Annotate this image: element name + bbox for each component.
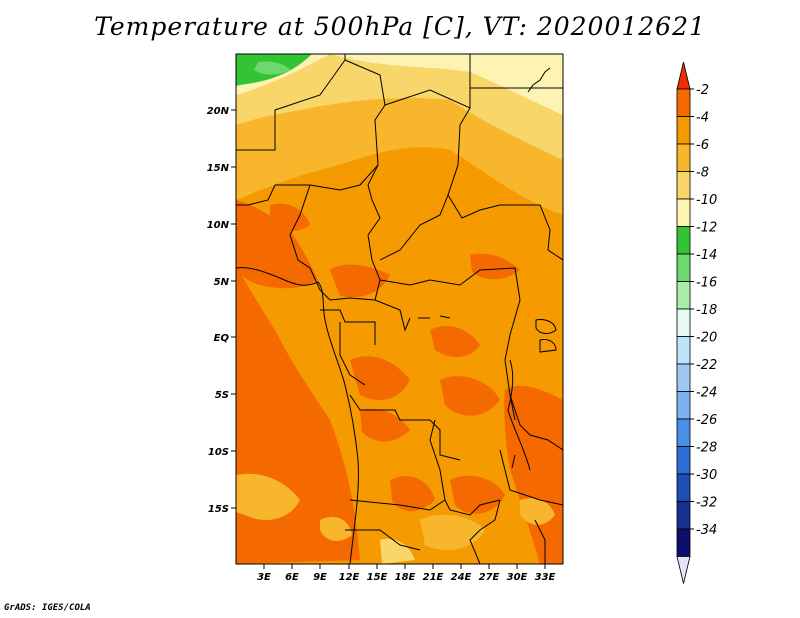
colorbar-label: -26 xyxy=(696,413,717,428)
colorbar-label: -4 xyxy=(696,111,709,126)
lon-label: 27E xyxy=(479,572,500,583)
colorbar-label: -30 xyxy=(696,468,717,483)
map-title: Temperature at 500hPa [C], VT: 202001262… xyxy=(94,12,706,41)
colorbar-swatch xyxy=(676,501,691,530)
colorbar-label: -2 xyxy=(696,83,709,98)
colorbar-swatch xyxy=(676,116,691,145)
colorbar-label: -18 xyxy=(696,303,717,318)
lat-label: 10N xyxy=(207,220,230,231)
lon-label: 18E xyxy=(395,572,416,583)
colorbar-swatch xyxy=(676,143,691,172)
country-borders xyxy=(236,54,563,564)
axis-ticks xyxy=(231,109,546,569)
colorbar-label: -34 xyxy=(696,523,717,538)
lat-label: 5N xyxy=(214,277,230,288)
colorbar-label: -16 xyxy=(696,276,717,291)
footer-credit: GrADS: IGES/COLA xyxy=(4,603,91,613)
lat-label: 10S xyxy=(208,447,229,458)
colorbar-label: -22 xyxy=(696,358,717,373)
colorbar-swatch xyxy=(676,418,691,447)
longitude-labels: 3E 6E 9E 12E 15E 18E 21E 24E 27E 30E 33E xyxy=(257,572,555,583)
lon-label: 15E xyxy=(367,572,388,583)
colorbar-swatch xyxy=(676,446,691,475)
map-frame xyxy=(235,53,564,565)
colorbar-swatch xyxy=(676,391,691,420)
lat-label: 15N xyxy=(207,163,230,174)
lon-label: 30E xyxy=(507,572,528,583)
colorbar-swatch xyxy=(676,473,691,502)
lat-label: EQ xyxy=(214,333,230,344)
coastlines xyxy=(236,67,557,564)
lat-label: 5S xyxy=(215,390,229,401)
lon-label: 24E xyxy=(451,572,472,583)
colorbar: -2 -4 -6 -8 -10 -12 -14 -16 -18 -20 -22 -24 -26 -28 -3… xyxy=(676,61,717,584)
colorbar-swatch xyxy=(676,253,691,282)
lon-label: 12E xyxy=(339,572,360,583)
colorbar-swatch xyxy=(676,336,691,365)
latitude-labels: 20N 15N 10N 5N EQ 5S 10S 15S xyxy=(207,106,230,515)
colorbar-swatch xyxy=(676,88,691,117)
lat-label: 20N xyxy=(207,106,230,117)
colorbar-swatch xyxy=(676,226,691,255)
colorbar-bottom-arrow xyxy=(676,556,691,584)
lon-label: 33E xyxy=(535,572,556,583)
colorbar-swatch xyxy=(676,171,691,200)
colorbar-label: -8 xyxy=(696,166,709,181)
colorbar-label: -14 xyxy=(696,248,717,263)
colorbar-top-arrow xyxy=(676,61,691,90)
colorbar-label: -10 xyxy=(696,193,717,208)
colorbar-swatch xyxy=(676,363,691,392)
colorbar-swatch xyxy=(676,528,691,557)
colorbar-label: -6 xyxy=(696,138,709,153)
colorbar-swatch xyxy=(676,308,691,337)
colorbar-label: -28 xyxy=(696,441,717,456)
colorbar-label: -20 xyxy=(696,331,717,346)
temperature-field xyxy=(236,54,563,564)
colorbar-label: -24 xyxy=(696,386,717,401)
lon-label: 21E xyxy=(423,572,444,583)
lon-label: 6E xyxy=(285,572,299,583)
lon-label: 3E xyxy=(257,572,271,583)
colorbar-swatch xyxy=(676,281,691,310)
colorbar-label: -12 xyxy=(696,221,717,236)
colorbar-swatch xyxy=(676,198,691,227)
lon-label: 9E xyxy=(313,572,327,583)
lat-label: 15S xyxy=(208,504,229,515)
colorbar-label: -32 xyxy=(696,496,717,511)
